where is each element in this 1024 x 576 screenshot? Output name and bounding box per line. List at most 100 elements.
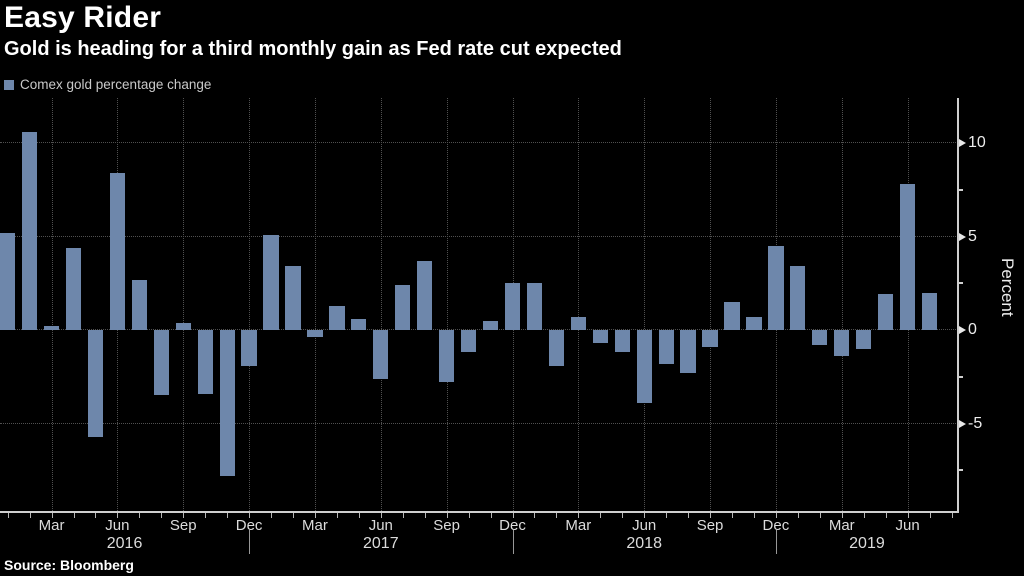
v-gridline (380, 98, 382, 511)
v-gridline (841, 98, 843, 511)
x-axis-line (0, 511, 959, 513)
x-axis-month-label: Jun (632, 517, 657, 534)
h-gridline (0, 142, 958, 143)
bar-2017-07 (395, 285, 411, 330)
x-axis-year-label: 2019 (849, 535, 885, 552)
x-axis-month-tick (863, 513, 865, 518)
bar-2017-05 (351, 318, 367, 330)
x-axis-month-tick (534, 513, 536, 518)
x-axis-month-tick (249, 513, 251, 518)
bar-2016-08 (153, 330, 169, 396)
v-gridline (578, 98, 580, 511)
x-axis-month-tick (358, 513, 360, 518)
bar-2019-02 (812, 330, 828, 345)
x-axis-month-label: Jun (895, 517, 920, 534)
y-axis-tick-label: -5 (968, 414, 983, 432)
bar-2016-03 (43, 326, 60, 330)
bar-2019-03 (834, 330, 850, 357)
bar-2018-07 (658, 330, 674, 364)
x-axis-month-label: Sep (433, 517, 460, 534)
x-axis-month-label: Jun (368, 517, 393, 534)
y-axis-tick-arrow-icon (959, 139, 966, 147)
v-gridline (314, 98, 316, 511)
x-axis-month-tick (710, 513, 712, 518)
bar-2018-10 (724, 301, 740, 330)
bar-2019-07 (921, 292, 938, 330)
page-title: Easy Rider (4, 1, 162, 34)
x-axis-month-tick (841, 513, 843, 518)
bar-2016-02 (21, 131, 38, 330)
x-axis-month-tick (907, 513, 909, 518)
y-axis-tick-label: 5 (968, 227, 977, 245)
page-subtitle: Gold is heading for a third monthly gain… (4, 38, 622, 60)
bar-2016-06 (109, 172, 126, 330)
bar-2018-09 (702, 330, 718, 347)
x-axis-month-tick (424, 513, 426, 518)
x-axis-month-label: Sep (169, 517, 197, 534)
x-axis-month-tick (885, 513, 887, 518)
bar-2017-10 (460, 330, 477, 353)
y-axis-line (957, 98, 959, 513)
year-separator-line (512, 530, 514, 554)
bar-2016-04 (65, 247, 82, 330)
bar-2017-04 (329, 305, 345, 330)
x-axis-year-label: 2018 (626, 535, 662, 552)
legend-label: Comex gold percentage change (20, 77, 212, 92)
h-gridline (0, 422, 958, 424)
bar-2018-02 (548, 330, 565, 366)
x-axis-month-tick (161, 513, 163, 518)
y-axis-minor-tick (958, 188, 963, 191)
x-axis-month-tick (227, 513, 229, 518)
bar-2018-08 (680, 330, 696, 373)
bar-2017-11 (482, 320, 499, 330)
x-axis-month-tick (380, 513, 382, 518)
x-axis-month-label: Mar (302, 517, 328, 534)
x-axis-month-tick (402, 513, 404, 518)
h-gridline (0, 235, 958, 237)
bar-2018-01 (526, 283, 543, 330)
v-gridline (710, 98, 712, 511)
v-gridline (183, 98, 185, 511)
x-axis-month-tick (732, 513, 733, 518)
bar-2017-01 (263, 234, 279, 330)
x-axis-month-tick (753, 513, 755, 518)
bar-2018-03 (570, 316, 586, 330)
v-gridline (446, 98, 448, 511)
x-axis-month-tick (336, 513, 338, 518)
x-axis-month-tick (139, 513, 141, 518)
bar-2019-01 (790, 266, 806, 330)
bar-2016-07 (131, 279, 147, 330)
x-axis-month-tick (688, 513, 690, 518)
x-axis-month-tick (512, 513, 514, 518)
bar-2017-06 (373, 330, 389, 379)
x-axis-month-tick (205, 513, 207, 518)
x-axis-month-tick (775, 513, 777, 518)
x-axis-month-tick (622, 513, 624, 518)
x-axis-month-tick (797, 513, 799, 518)
bar-2018-11 (746, 316, 762, 330)
x-axis-year-label: 2016 (106, 535, 143, 552)
x-axis-month-tick (29, 513, 31, 518)
bar-2017-09 (439, 330, 455, 383)
x-axis-month-tick (117, 513, 119, 518)
x-axis-month-tick (490, 513, 492, 518)
source-label: Source: Bloomberg (4, 557, 134, 573)
x-axis-month-tick (951, 513, 953, 518)
bar-2017-08 (417, 260, 433, 330)
v-gridline (249, 98, 251, 511)
bar-2016-05 (87, 330, 104, 437)
x-axis-month-tick (644, 513, 646, 518)
x-axis-month-tick (183, 513, 185, 518)
legend: Comex gold percentage change (4, 77, 211, 93)
x-axis-month-tick (51, 513, 53, 518)
bar-2017-12 (504, 283, 521, 330)
v-gridline (51, 98, 53, 511)
x-axis-month-tick (446, 513, 448, 518)
x-axis-month-label: Jun (105, 517, 130, 534)
v-gridline (644, 98, 646, 511)
x-axis-month-label: Dec (762, 517, 790, 534)
legend-swatch-icon (4, 80, 14, 90)
h-gridline (0, 329, 958, 330)
bar-2016-12 (241, 330, 257, 366)
